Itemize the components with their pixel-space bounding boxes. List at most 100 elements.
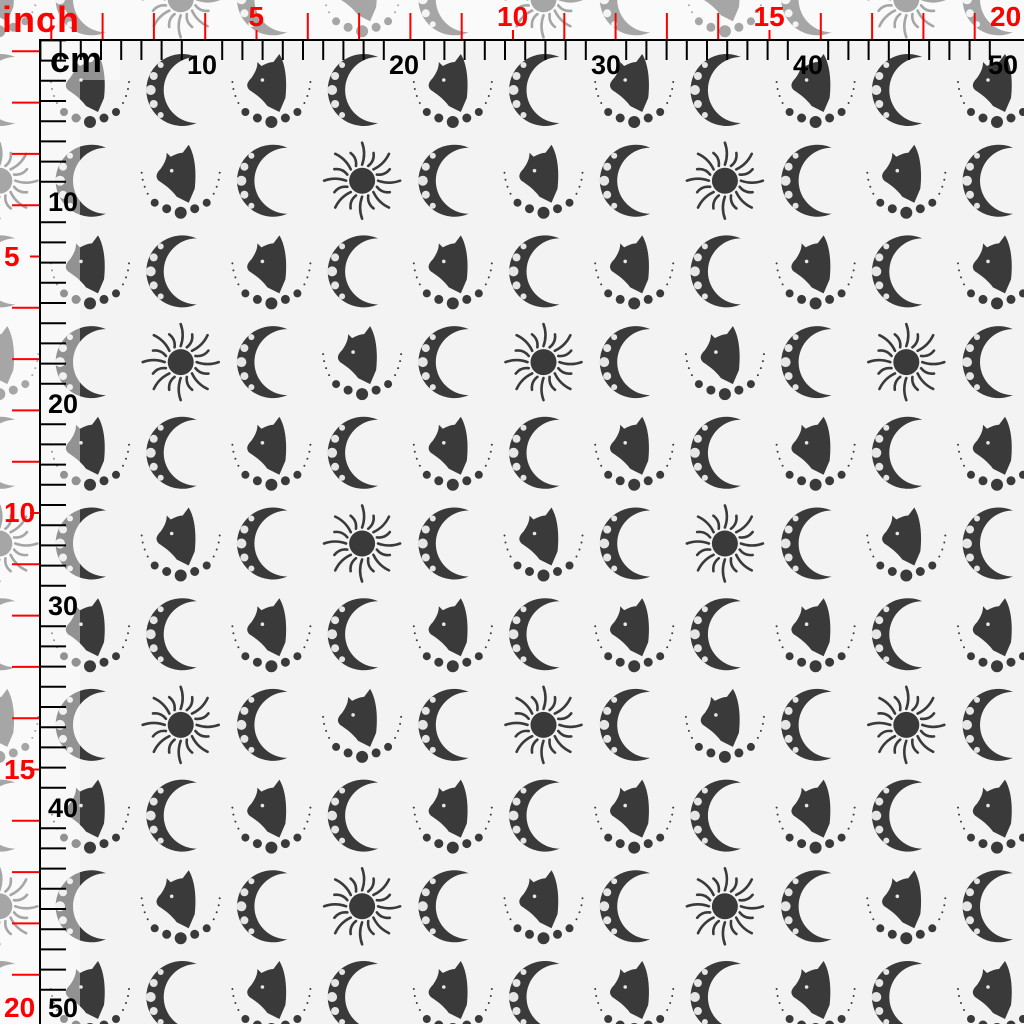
- moon-motif: [145, 598, 197, 671]
- sun-motif: [685, 866, 765, 946]
- moon-motif: [236, 507, 288, 580]
- cat-motif: [231, 235, 312, 310]
- sun-motif: [866, 322, 946, 402]
- moon-motif: [599, 326, 651, 399]
- cm-label-left: 20: [48, 389, 79, 419]
- cat-motif: [231, 416, 312, 491]
- moon-motif: [871, 779, 923, 852]
- cm-label-left: 10: [48, 187, 79, 217]
- sun-motif: [866, 685, 946, 765]
- moon-motif: [780, 688, 832, 761]
- moon-motif: [508, 779, 560, 852]
- cat-motif: [684, 688, 765, 763]
- sun-motif: [685, 504, 765, 583]
- cat-motif: [775, 961, 856, 1024]
- sun-motif: [504, 685, 583, 765]
- inch-label-left: 20: [4, 992, 36, 1023]
- cat-motif: [412, 779, 493, 854]
- cat-motif: [412, 54, 493, 128]
- moon-motif: [417, 144, 469, 217]
- cat-motif: [412, 235, 493, 310]
- cat-motif: [412, 416, 493, 491]
- inch-label-top: 15: [753, 1, 785, 32]
- cat-motif: [140, 144, 221, 219]
- sun-motif: [141, 322, 220, 402]
- moon-motif: [689, 416, 741, 489]
- cm-label-top: 30: [591, 50, 622, 80]
- sun-motif: [685, 141, 765, 220]
- sun-motif: [504, 322, 583, 402]
- moon-motif: [962, 326, 1013, 399]
- cm-label-left: 50: [48, 993, 79, 1023]
- moon-motif: [689, 54, 741, 127]
- moon-motif: [599, 870, 651, 943]
- cat-motif: [957, 961, 1024, 1024]
- moon-motif: [689, 235, 741, 308]
- sun-motif: [141, 685, 220, 765]
- cat-motif: [866, 870, 947, 945]
- cat-motif: [231, 598, 312, 673]
- cm-ruler-title: cm: [50, 39, 103, 80]
- cat-motif: [231, 779, 312, 854]
- cat-motif: [231, 961, 312, 1024]
- cat-motif: [866, 507, 947, 582]
- cat-motif: [957, 779, 1024, 854]
- cat-motif: [140, 507, 221, 582]
- moon-motif: [962, 688, 1013, 761]
- moon-motif: [689, 598, 741, 671]
- moon-motif: [327, 961, 379, 1024]
- moon-motif: [145, 416, 197, 489]
- moon-motif: [236, 870, 288, 943]
- cat-motif: [140, 870, 221, 945]
- moon-motif: [508, 961, 560, 1024]
- sun-motif: [322, 504, 402, 583]
- moon-motif: [871, 598, 923, 671]
- moon-motif: [417, 688, 469, 761]
- cat-motif: [231, 54, 312, 128]
- cm-ruler-left-strip: [41, 41, 80, 1024]
- cat-motif: [775, 235, 856, 310]
- cat-motif: [594, 961, 675, 1024]
- moon-motif: [780, 507, 832, 580]
- inch-label-top: 5: [248, 1, 265, 32]
- cat-motif: [957, 598, 1024, 673]
- moon-motif: [780, 870, 832, 943]
- inch-ruler-title: inch: [2, 0, 81, 40]
- moon-motif: [599, 144, 651, 217]
- cat-motif: [866, 144, 947, 219]
- moon-motif: [236, 688, 288, 761]
- moon-motif: [689, 779, 741, 852]
- moon-motif: [962, 870, 1013, 943]
- cat-motif: [503, 507, 584, 582]
- moon-motif: [962, 144, 1013, 217]
- moon-motif: [327, 54, 379, 127]
- inch-label-left: 5: [4, 240, 20, 272]
- moon-motif: [145, 235, 197, 308]
- moon-motif: [236, 326, 288, 399]
- inch-label-left: 10: [4, 497, 36, 528]
- cat-motif: [775, 598, 856, 673]
- moon-motif: [327, 235, 379, 308]
- cm-label-top: 10: [187, 50, 218, 80]
- sun-motif: [322, 866, 402, 946]
- inch-label-top: 10: [497, 1, 529, 32]
- moon-motif: [508, 598, 560, 671]
- cat-motif: [594, 598, 675, 673]
- moon-motif: [327, 416, 379, 489]
- cm-label-top: 20: [389, 50, 420, 80]
- moon-motif: [962, 507, 1013, 580]
- cat-motif: [322, 688, 403, 763]
- cat-motif: [503, 144, 584, 219]
- moon-motif: [871, 54, 923, 127]
- moon-motif: [508, 235, 560, 308]
- moon-motif: [871, 235, 923, 308]
- moon-motif: [417, 870, 469, 943]
- inch-label-left: 15: [4, 753, 36, 785]
- cat-motif: [775, 779, 856, 854]
- moon-motif: [417, 326, 469, 399]
- moon-motif: [871, 416, 923, 489]
- cat-motif: [594, 235, 675, 310]
- moon-motif: [508, 54, 560, 127]
- cm-label-left: 40: [48, 793, 79, 823]
